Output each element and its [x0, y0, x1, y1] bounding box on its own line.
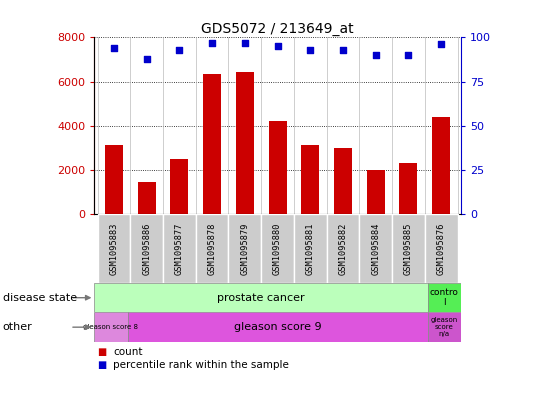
Text: GSM1095881: GSM1095881: [306, 222, 315, 275]
Text: GSM1095885: GSM1095885: [404, 222, 413, 275]
Point: [437, 41, 446, 48]
Text: ■: ■: [97, 347, 106, 357]
Bar: [294, 214, 327, 283]
Point: [109, 45, 118, 51]
Bar: [327, 214, 360, 283]
Bar: [392, 214, 425, 283]
Text: prostate cancer: prostate cancer: [217, 293, 305, 303]
Text: GSM1095877: GSM1095877: [175, 222, 184, 275]
Point: [240, 39, 249, 46]
Text: GSM1095882: GSM1095882: [338, 222, 348, 275]
Bar: [360, 214, 392, 283]
Text: gleason
score
n/a: gleason score n/a: [431, 317, 458, 337]
Bar: [170, 159, 189, 214]
Bar: [399, 163, 418, 214]
Text: ■: ■: [97, 360, 106, 370]
Bar: [203, 74, 221, 214]
Text: GSM1095883: GSM1095883: [109, 222, 119, 275]
Bar: [334, 148, 352, 214]
Bar: [163, 214, 196, 283]
Text: gleason score 9: gleason score 9: [234, 322, 321, 332]
Point: [208, 39, 217, 46]
Text: GSM1095876: GSM1095876: [437, 222, 446, 275]
Bar: [367, 170, 385, 214]
Text: contro
l: contro l: [430, 288, 459, 307]
Text: gleason score 8: gleason score 8: [84, 324, 139, 330]
Text: other: other: [3, 322, 32, 332]
Point: [404, 52, 413, 58]
Bar: [427, 312, 461, 342]
Bar: [432, 117, 450, 214]
Text: GSM1095884: GSM1095884: [371, 222, 380, 275]
Point: [273, 43, 282, 49]
Bar: [229, 214, 261, 283]
Point: [338, 46, 347, 53]
Point: [306, 46, 315, 53]
Bar: [105, 145, 123, 214]
Bar: [236, 72, 254, 214]
Bar: [268, 121, 287, 214]
Text: GSM1095886: GSM1095886: [142, 222, 151, 275]
Point: [142, 55, 151, 62]
Bar: [128, 312, 427, 342]
Title: GDS5072 / 213649_at: GDS5072 / 213649_at: [201, 22, 354, 36]
Bar: [196, 214, 229, 283]
Text: disease state: disease state: [3, 293, 77, 303]
Text: GSM1095878: GSM1095878: [208, 222, 217, 275]
Bar: [130, 214, 163, 283]
Bar: [137, 182, 156, 214]
Bar: [98, 214, 130, 283]
Bar: [301, 145, 319, 214]
Text: GSM1095880: GSM1095880: [273, 222, 282, 275]
Point: [175, 46, 184, 53]
Bar: [425, 214, 458, 283]
Point: [371, 52, 380, 58]
Text: GSM1095879: GSM1095879: [240, 222, 250, 275]
Bar: [94, 312, 128, 342]
Bar: [261, 214, 294, 283]
Bar: [427, 283, 461, 312]
Text: percentile rank within the sample: percentile rank within the sample: [113, 360, 289, 370]
Text: count: count: [113, 347, 143, 357]
